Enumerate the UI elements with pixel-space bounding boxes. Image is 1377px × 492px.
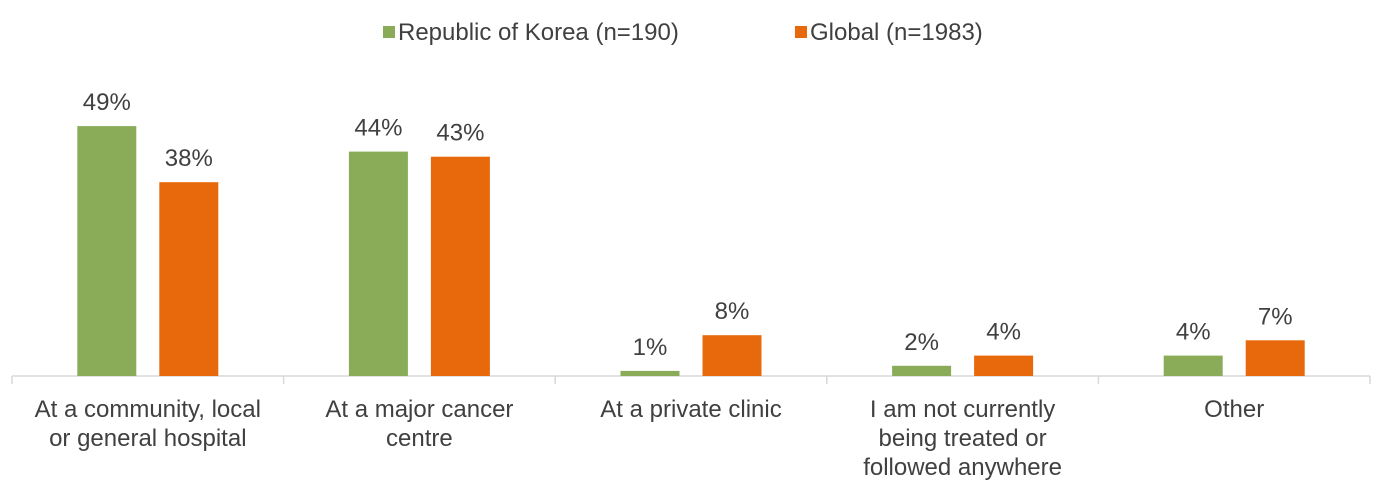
bar (348, 151, 408, 376)
x-tick-label: At a major cancer centre (325, 396, 514, 452)
bar (1245, 340, 1305, 376)
data-label: 4% (1176, 319, 1211, 346)
data-label: 38% (165, 145, 213, 172)
data-label: 7% (1258, 303, 1293, 330)
x-tick-label: At a private clinic (600, 396, 782, 423)
data-label: 43% (436, 120, 484, 147)
data-label: 8% (715, 298, 750, 325)
legend-swatch (383, 26, 395, 38)
bar (892, 365, 952, 376)
bar (702, 335, 762, 376)
bar (620, 370, 680, 376)
legend-swatch (795, 26, 807, 38)
bar (77, 126, 137, 376)
bar (159, 182, 219, 376)
legend-label: Republic of Korea (n=190) (398, 19, 679, 46)
data-label: 49% (83, 89, 131, 116)
data-label: 1% (633, 334, 668, 361)
legend-label: Global (n=1983) (810, 19, 983, 46)
data-label: 2% (904, 329, 939, 356)
x-tick-label: Other (1204, 396, 1265, 423)
x-tick-label: At a community, local or general hospita… (34, 396, 261, 452)
bar (430, 156, 490, 376)
bar (974, 355, 1034, 376)
bar (1163, 355, 1223, 376)
data-label: 4% (986, 319, 1021, 346)
data-label: 44% (354, 115, 402, 142)
x-tick-label: I am not currently being treated or foll… (863, 396, 1062, 481)
